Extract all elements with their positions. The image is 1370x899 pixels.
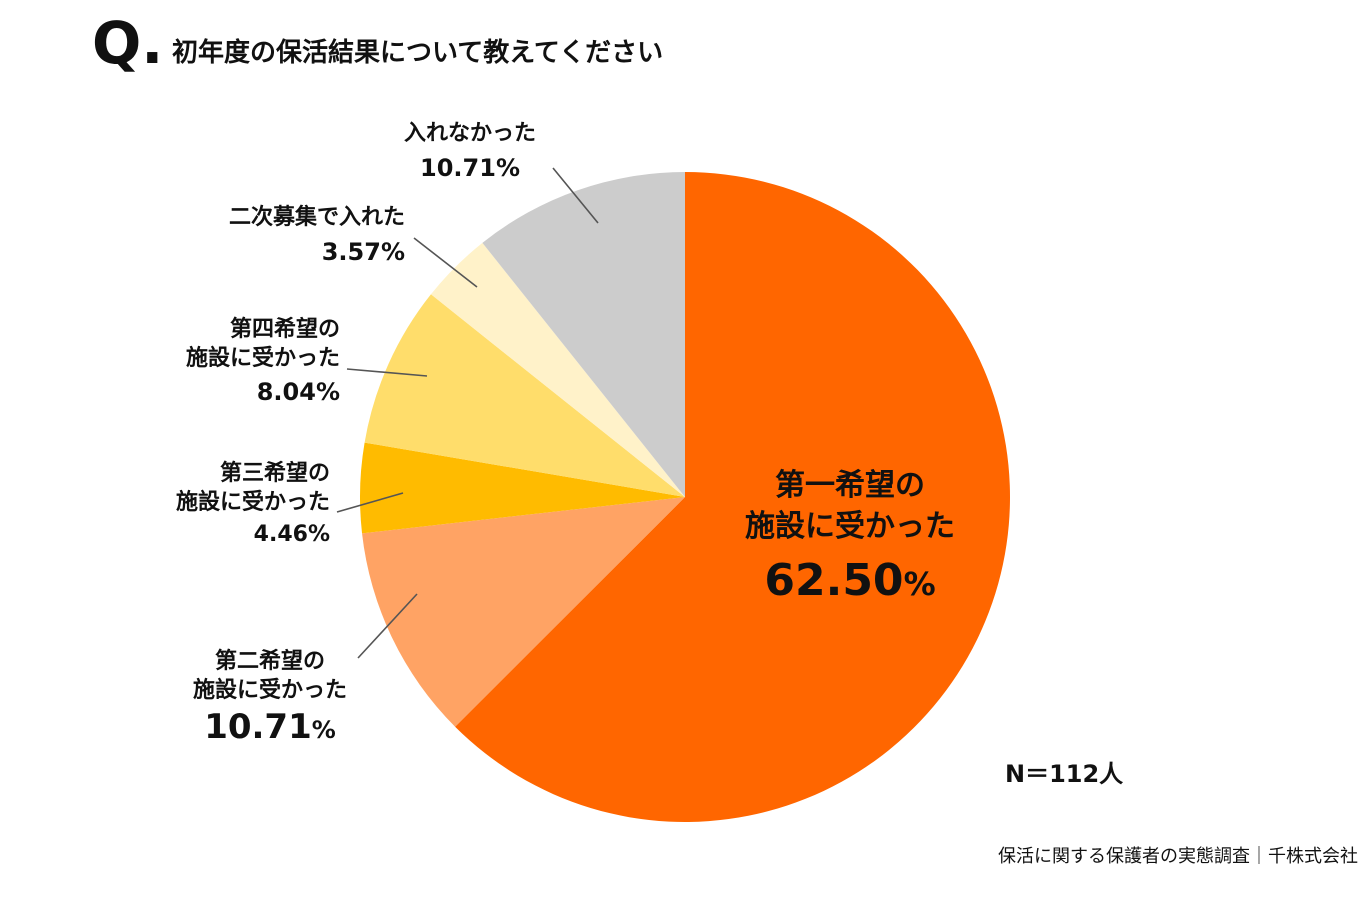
chart-title: 初年度の保活結果について教えてください xyxy=(172,38,664,68)
percent-sign: % xyxy=(380,237,405,266)
slice-label-line: 入れなかった xyxy=(403,121,536,146)
percent-sign: % xyxy=(311,716,336,745)
percent-sign: % xyxy=(495,153,520,182)
slice-value: 8.04 xyxy=(256,378,316,407)
slice-label-third-choice: 第三希望の 施設に受かった 4.46% xyxy=(120,460,330,550)
slice-value: 4.46 xyxy=(253,522,308,548)
slice-value: 62.50 xyxy=(764,555,904,606)
slice-label-line: 施設に受かった xyxy=(745,508,955,544)
source-credit: 保活に関する保護者の実態調査｜千株式会社 xyxy=(998,846,1358,867)
slice-label-line: 第三希望の xyxy=(219,461,330,486)
slice-label-line: 施設に受かった xyxy=(192,677,347,703)
leader-line-second xyxy=(357,593,418,659)
leader-line-third xyxy=(336,492,404,513)
slice-value: 3.57 xyxy=(321,237,381,266)
pie-slices xyxy=(359,172,1011,822)
slice-label-line: 二次募集で入れた xyxy=(228,205,405,230)
slice-value: 10.71 xyxy=(204,707,312,748)
slice-label-fourth-choice: 第四希望の 施設に受かった 8.04% xyxy=(130,316,340,408)
leader-line-second-round xyxy=(413,237,478,288)
pie-slice-none xyxy=(482,172,685,497)
percent-sign: % xyxy=(315,378,340,407)
slice-label-not-admitted: 入れなかった 10.71% xyxy=(370,120,570,184)
slice-label-line: 第四希望の xyxy=(229,317,340,342)
slice-label-second-round: 二次募集で入れた 3.57% xyxy=(180,204,405,268)
pie-slice-second-round xyxy=(430,242,685,497)
pie-slice-fourth xyxy=(364,294,685,497)
slice-value: 10.71 xyxy=(420,153,496,182)
percent-sign: % xyxy=(903,565,936,603)
leader-line-fourth xyxy=(346,368,428,377)
pie-slice-first xyxy=(455,172,1011,822)
leader-lines xyxy=(336,167,599,659)
slice-label-line: 施設に受かった xyxy=(185,345,340,371)
slice-label-second-choice: 第二希望の 施設に受かった 10.71% xyxy=(170,648,370,749)
percent-sign: % xyxy=(307,522,330,548)
question-mark: Q. xyxy=(92,9,164,77)
slice-label-line: 第一希望の xyxy=(775,468,925,503)
slice-label-line: 施設に受かった xyxy=(175,489,330,515)
sample-size-label: N＝112人 xyxy=(1005,760,1124,788)
pie-slice-third xyxy=(359,442,685,534)
pie-slice-second xyxy=(362,497,685,727)
leader-line-none xyxy=(552,167,599,224)
slice-label-line: 第二希望の xyxy=(214,649,325,674)
slice-label-first-choice: 第一希望の 施設に受かった 62.50% xyxy=(700,466,1000,610)
